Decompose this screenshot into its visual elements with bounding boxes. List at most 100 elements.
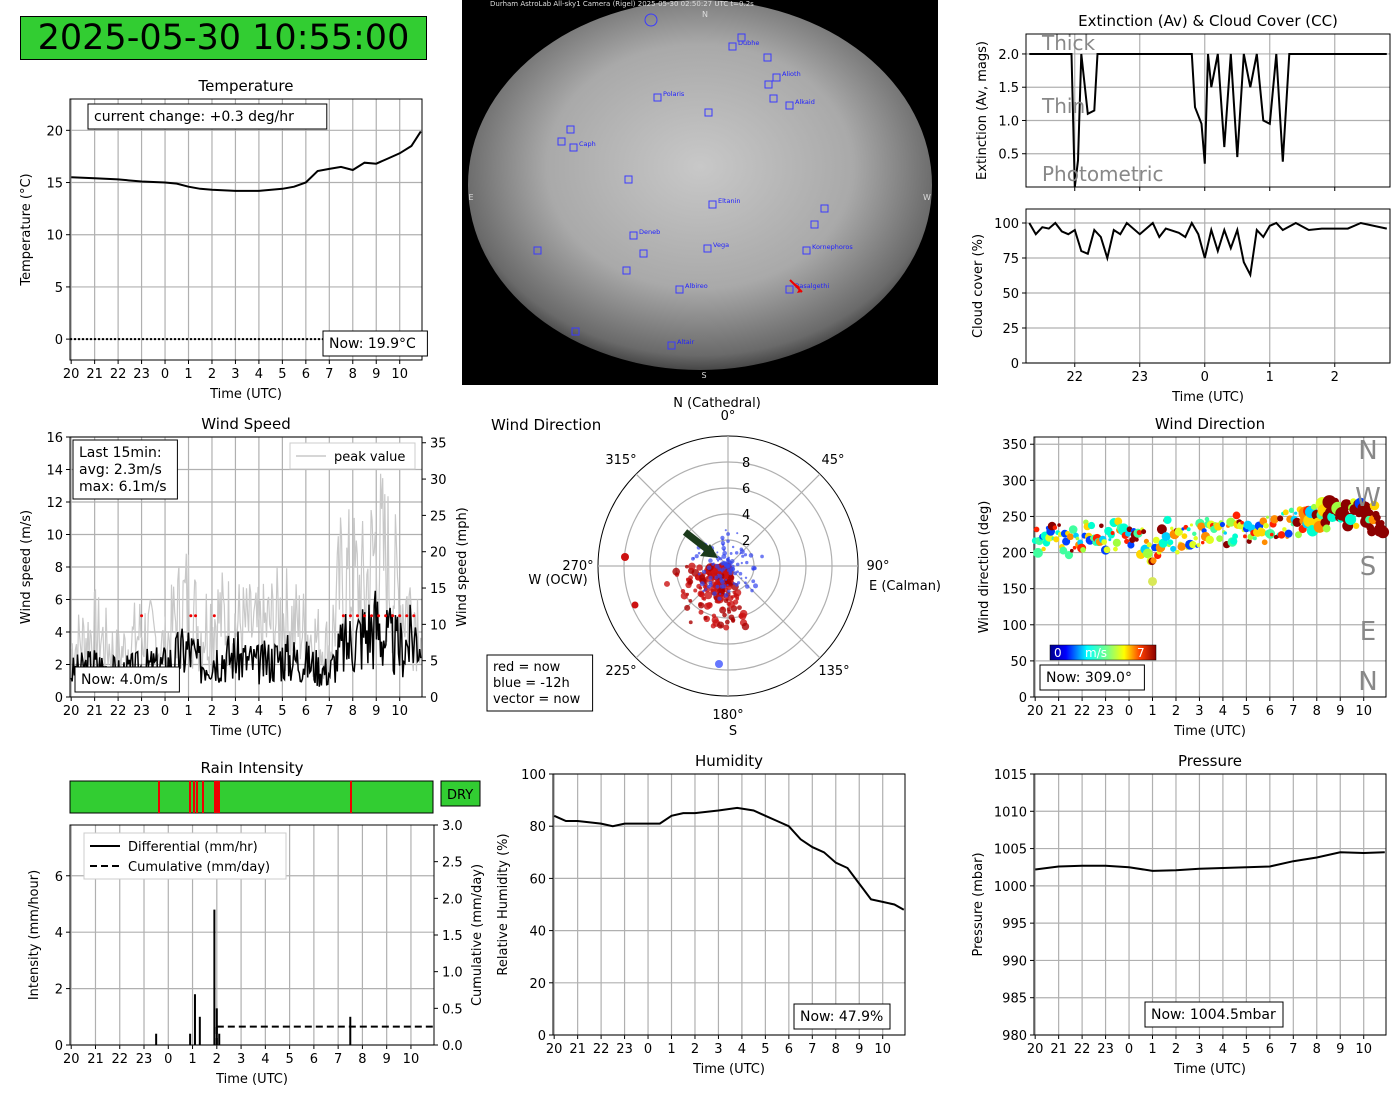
extinction-line — [1029, 53, 1387, 188]
allsky-wind-vector — [789, 279, 803, 293]
wind-point-12h — [702, 589, 705, 593]
wind-point-12h — [727, 589, 731, 594]
wind-dir-point — [1163, 515, 1172, 525]
wind-dir-point — [1057, 523, 1061, 527]
wind-point-12h — [711, 562, 715, 566]
chart-title: Wind Speed — [201, 415, 291, 433]
wind-point-now — [711, 613, 717, 618]
y-tick-label: 14 — [46, 464, 63, 479]
wind-stats-text: max: 6.1m/s — [79, 479, 167, 495]
star-marker — [566, 125, 575, 134]
x-axis-label: Time (UTC) — [692, 1062, 765, 1077]
wind-dir-point — [1277, 531, 1286, 539]
x-tick-label: 5 — [1242, 1042, 1250, 1057]
x-tick-label: 0 — [161, 367, 169, 382]
wind-point-12h — [726, 558, 731, 562]
x-tick-label: 21 — [1050, 1042, 1067, 1057]
wind-dir-point — [1110, 531, 1115, 535]
x-tick-label: 21 — [1050, 704, 1067, 719]
colorbar-unit: m/s — [1085, 646, 1107, 660]
star-label: Albireo — [685, 282, 708, 290]
x-tick-label: 8 — [349, 367, 357, 382]
wind-dir-point — [1294, 531, 1302, 539]
wind-dir-now-box — [1039, 664, 1145, 691]
wind-dir-point — [1181, 533, 1188, 540]
wind-dir-point — [1189, 523, 1193, 527]
y-tick-label: 1005 — [994, 843, 1027, 858]
wind-dir-point — [1143, 538, 1149, 544]
wind-point-now — [731, 618, 736, 623]
wind-point-now — [693, 588, 698, 593]
gust-marker — [194, 614, 198, 618]
y-tick-label: 200 — [1002, 547, 1027, 562]
wind-dir-point — [1226, 517, 1236, 527]
x-tick-label: 3 — [231, 704, 239, 719]
angle-label: 225° — [605, 664, 636, 679]
x-axis-label: Time (UTC) — [1173, 1062, 1246, 1077]
wind-dir-point — [1059, 546, 1068, 555]
pressure-now-text: Now: 1004.5mbar — [1151, 1007, 1276, 1023]
y-tick-label: 80 — [529, 820, 546, 835]
wind-dir-point — [1167, 539, 1174, 546]
wind-dir-point — [1270, 515, 1279, 524]
wind-dir-point — [1204, 516, 1210, 522]
x-tick-label: 1 — [1148, 704, 1156, 719]
colorbar-min: 0 — [1054, 646, 1062, 660]
y-tick-label: 2 — [55, 983, 63, 998]
wind-point-12h — [726, 564, 730, 568]
wind-dir-point — [1193, 536, 1198, 541]
label-photometric: Photometric — [1042, 162, 1163, 186]
x-tick-label: 23 — [1097, 704, 1114, 719]
wind-dir-point — [1310, 503, 1317, 510]
x-tick-label: 22 — [1074, 1042, 1091, 1057]
star-label: Deneb — [639, 228, 660, 236]
gust-marker — [370, 614, 374, 618]
star-marker — [639, 249, 648, 258]
y-tick-label: 1.0 — [998, 114, 1019, 129]
north-label: N (Cathedral) — [673, 396, 761, 411]
y-tick-label: 980 — [1002, 1029, 1027, 1044]
wind-stats-text: Last 15min: — [79, 445, 162, 461]
x-tick-label: 10 — [1355, 704, 1372, 719]
wind-point-12h — [726, 568, 730, 572]
y2-tick-label: 2.5 — [442, 856, 463, 871]
wind-point-12h — [744, 584, 750, 589]
humidity-now-text: Now: 47.9% — [800, 1009, 883, 1025]
x-tick-label: 7 — [334, 1052, 342, 1067]
star-marker — [820, 204, 829, 213]
gust-marker — [412, 614, 416, 618]
y-tick-label: 100 — [994, 217, 1019, 232]
y-axis-label: Extinction (Av, mags) — [975, 41, 990, 180]
legend-label: Differential (mm/hr) — [128, 840, 258, 855]
wind-point-12h — [724, 529, 727, 532]
wind-dir-point — [1148, 576, 1158, 586]
wind-dir-point — [1378, 520, 1385, 527]
wind-point-12h — [719, 557, 723, 561]
wind-dir-point — [1177, 542, 1186, 551]
star-label: Kornephoros — [812, 243, 853, 251]
wind-dir-now-text: Now: 309.0° — [1046, 670, 1132, 686]
wind-dir-point — [1243, 534, 1247, 539]
x-tick-label: 20 — [1027, 1042, 1044, 1057]
wind-point-now — [684, 604, 691, 611]
wind-point-now — [698, 602, 705, 609]
wind-point-12h — [717, 567, 722, 572]
y-axis-label: Cloud cover (%) — [971, 234, 986, 338]
y2-tick-label: 10 — [430, 618, 447, 633]
wind-point-now — [684, 564, 689, 569]
angle-label: 180° — [712, 708, 743, 723]
wind-point-12h — [699, 581, 705, 587]
wind-point-12h — [732, 582, 736, 585]
y-tick-label: 0 — [55, 691, 63, 706]
y-axis-label: Temperature (°C) — [19, 173, 34, 286]
wind-dir-point — [1223, 531, 1227, 535]
star-marker — [704, 108, 713, 117]
west-label: W (OCW) — [528, 573, 587, 588]
legend-label: Cumulative (mm/day) — [128, 860, 270, 875]
wind-dir-point — [1099, 523, 1104, 529]
wind-point-now — [680, 592, 688, 600]
wind-dir-point — [1174, 527, 1183, 537]
y-tick-label: 1000 — [994, 880, 1027, 895]
wind-dir-point — [1112, 538, 1121, 547]
wind-point-12h — [760, 554, 764, 559]
